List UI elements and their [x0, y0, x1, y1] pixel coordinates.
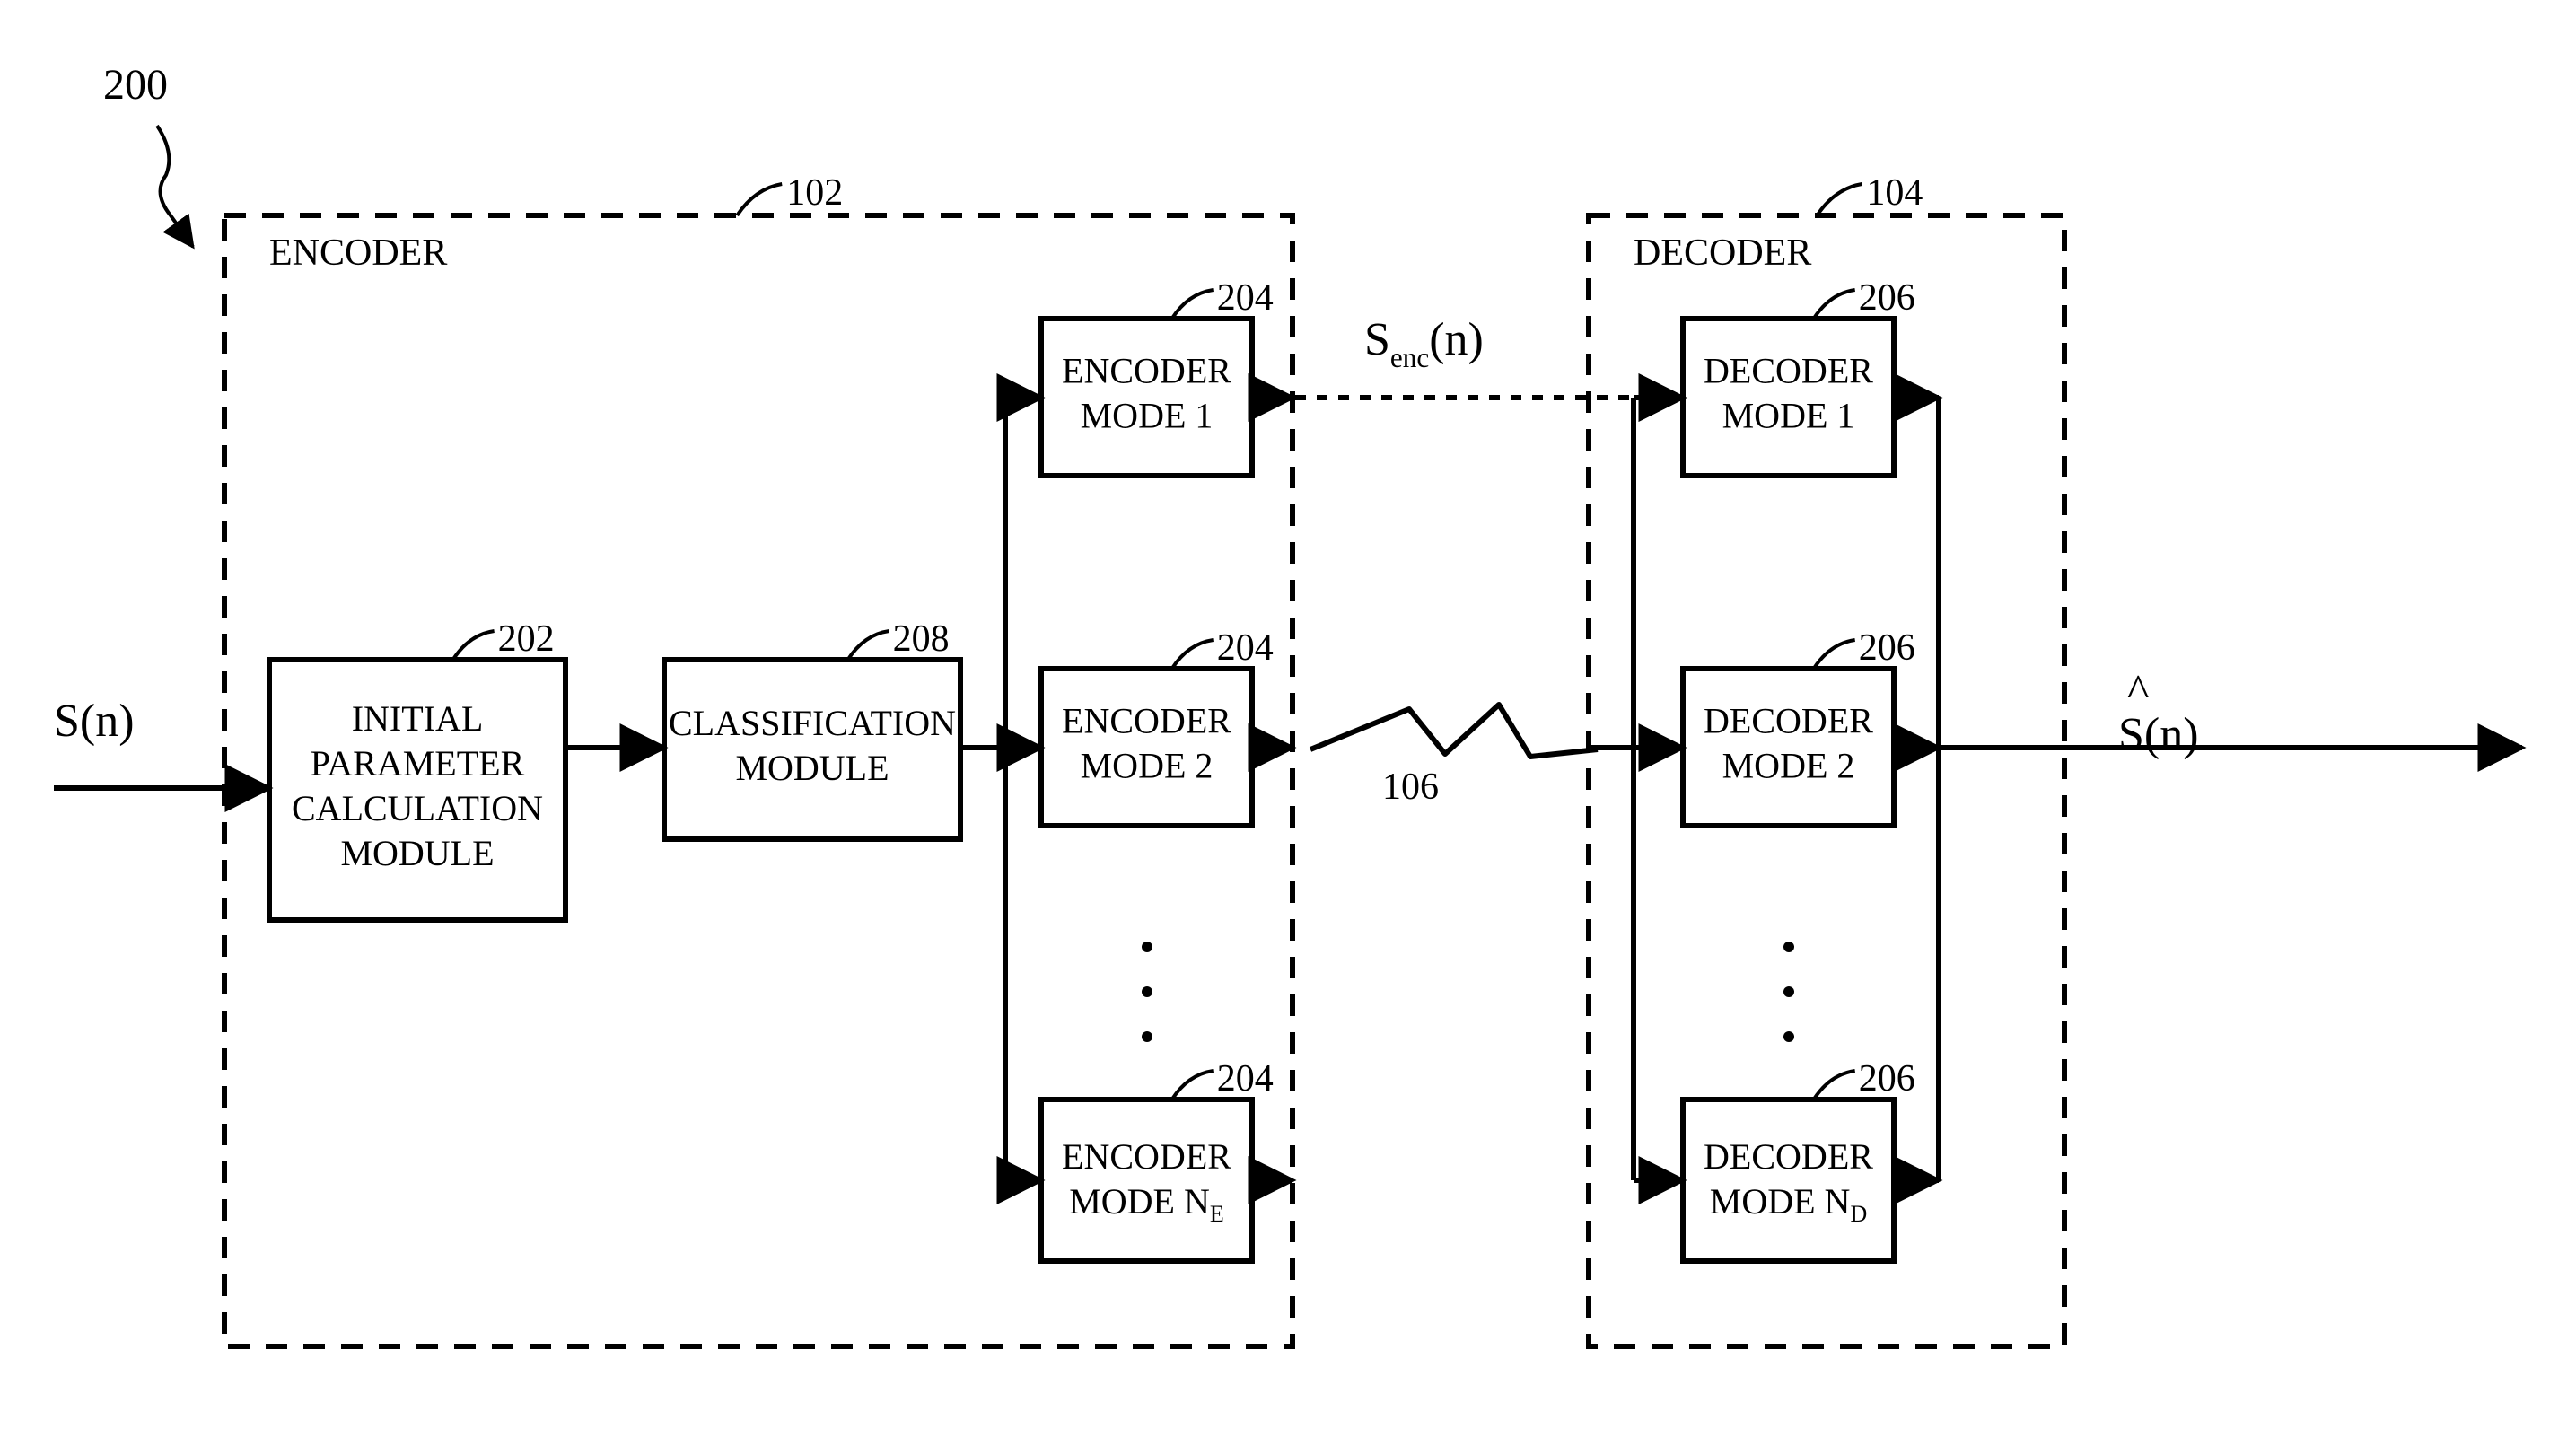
module-label: MODE 1	[1722, 396, 1855, 436]
ref-tick	[1172, 1071, 1214, 1099]
ref-number: 208	[893, 618, 950, 660]
module-label: CALCULATION	[292, 788, 543, 828]
ref-tick	[1814, 640, 1855, 669]
module-label: MODE 2	[1081, 746, 1214, 786]
ref-number: 206	[1859, 277, 1915, 319]
module-label: MODULE	[340, 833, 494, 873]
signal-output: S(n)	[2118, 709, 2199, 760]
module-label: CLASSIFICATION	[669, 703, 956, 743]
channel-bolt	[1310, 705, 1598, 757]
ref-number: 204	[1217, 277, 1274, 319]
ellipsis-dot	[1783, 986, 1794, 997]
ref-tick	[1814, 290, 1855, 319]
ref-tick	[453, 631, 495, 660]
ref-number: 104	[1866, 172, 1923, 214]
ref-tick	[1172, 290, 1214, 319]
module-label: DECODER	[1704, 1136, 1873, 1177]
ellipsis-dot	[1783, 942, 1794, 952]
ref-number: 204	[1217, 1058, 1274, 1099]
module-label: ENCODER	[1062, 1136, 1231, 1177]
module-label: INITIAL	[352, 698, 484, 739]
signal-input: S(n)	[54, 696, 135, 747]
module-label: MODE 2	[1722, 746, 1855, 786]
module-label: DECODER	[1704, 701, 1873, 741]
ref-number: 206	[1859, 1058, 1915, 1099]
container-title: ENCODER	[269, 232, 447, 274]
module-label: ENCODER	[1062, 351, 1231, 391]
module-label: PARAMETER	[311, 743, 525, 784]
ref-number: 102	[786, 172, 843, 214]
module-label: ENCODER	[1062, 701, 1231, 741]
ellipsis-dot	[1142, 1031, 1152, 1042]
module-box	[1041, 1099, 1252, 1261]
signal-encoded: Senc(n)	[1364, 314, 1484, 373]
ref-number: 202	[498, 618, 555, 660]
ref-tick	[1817, 184, 1862, 215]
ellipsis-dot	[1783, 1031, 1794, 1042]
ellipsis-dot	[1142, 986, 1152, 997]
ref-number: 206	[1859, 627, 1915, 669]
module-label: MODE NE	[1069, 1181, 1224, 1227]
module-label: MODE ND	[1710, 1181, 1867, 1227]
module-label: MODE 1	[1081, 396, 1214, 436]
ref-tick	[1172, 640, 1214, 669]
figure-ref: 200	[103, 61, 168, 109]
figure-ref-arrow	[157, 126, 193, 247]
ref-tick	[737, 184, 782, 215]
ref-tick	[848, 631, 889, 660]
ref-tick	[1814, 1071, 1855, 1099]
ellipsis-dot	[1142, 942, 1152, 952]
container-title: DECODER	[1634, 232, 1811, 274]
module-label: DECODER	[1704, 351, 1873, 391]
module-label: MODULE	[735, 748, 889, 788]
ref-number: 204	[1217, 627, 1274, 669]
ref-number: 106	[1382, 766, 1439, 808]
module-box	[1683, 1099, 1894, 1261]
